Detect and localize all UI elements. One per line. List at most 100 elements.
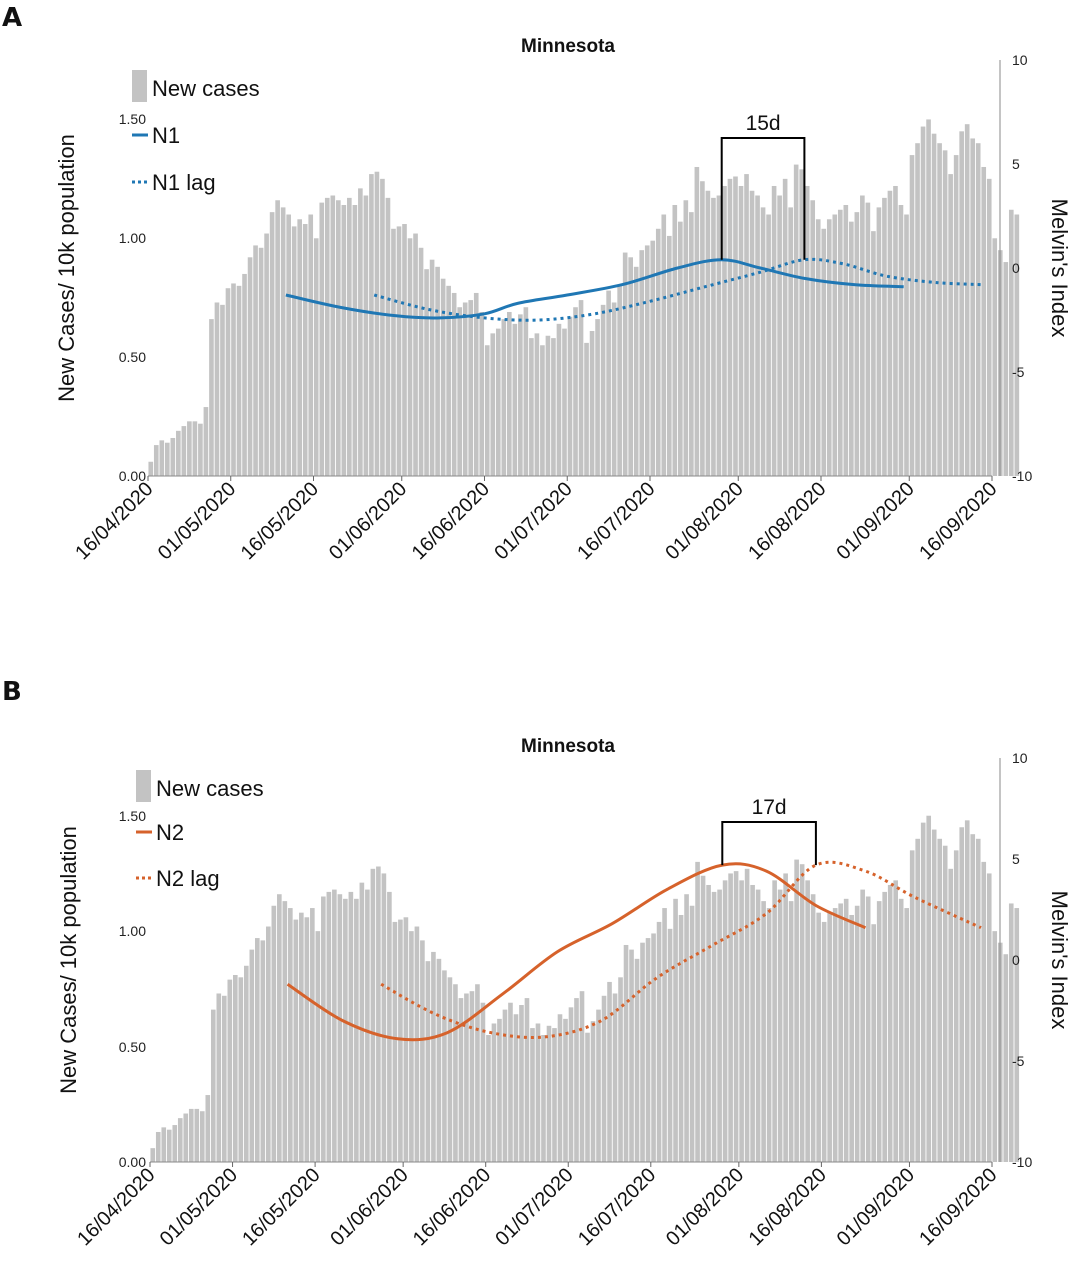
bar-new-cases xyxy=(673,898,678,1162)
x-tick-label: 01/05/2020 xyxy=(156,1164,242,1250)
x-tick-label: 16/07/2020 xyxy=(574,1164,660,1250)
bar-new-cases xyxy=(567,316,573,476)
bar-new-cases xyxy=(596,1009,601,1162)
bar-new-cases xyxy=(926,815,932,1162)
bar-new-cases xyxy=(755,889,761,1162)
bar-new-cases xyxy=(716,195,722,476)
bar-new-cases xyxy=(986,178,992,477)
bar-new-cases xyxy=(205,1095,211,1162)
bar-new-cases xyxy=(717,889,722,1162)
legend-bar-swatch xyxy=(136,770,151,802)
y-axis-title: New Cases/ 10k population xyxy=(54,134,79,402)
bar-new-cases xyxy=(953,155,959,476)
bar-new-cases xyxy=(865,202,871,476)
bar-new-cases xyxy=(198,423,203,476)
bar-new-cases xyxy=(479,311,485,476)
bar-new-cases xyxy=(651,933,656,1162)
bar-new-cases xyxy=(684,894,689,1162)
bar-new-cases xyxy=(788,901,794,1162)
y-axis-title: New Cases/ 10k population xyxy=(56,826,81,1094)
bar-new-cases xyxy=(623,944,629,1162)
bar-new-cases xyxy=(220,304,225,476)
y2-tick-label: 0 xyxy=(1012,952,1020,968)
bar-new-cases xyxy=(904,214,909,476)
y2-tick-label: 10 xyxy=(1012,750,1028,766)
bar-new-cases xyxy=(761,901,766,1162)
bar-new-cases xyxy=(232,975,238,1162)
legend: New cases N2 N2 lag xyxy=(136,770,264,891)
bar-new-cases xyxy=(832,908,838,1162)
bar-new-cases xyxy=(601,995,607,1162)
bar-new-cases xyxy=(650,240,656,476)
bar-new-cases xyxy=(176,430,181,476)
y2-tick-label: -5 xyxy=(1012,364,1025,380)
bar-new-cases xyxy=(722,880,728,1162)
bar-new-cases xyxy=(678,914,684,1162)
bar-new-cases xyxy=(253,245,258,476)
bar-new-cases xyxy=(931,829,937,1162)
bar-new-cases xyxy=(462,302,468,476)
bar-new-cases xyxy=(611,302,617,476)
bar-new-cases xyxy=(838,903,843,1162)
y-tick-label: 1.00 xyxy=(119,923,146,939)
bar-new-cases xyxy=(843,205,849,476)
x-tick-label: 01/07/2020 xyxy=(490,478,576,564)
bar-series-new-cases xyxy=(148,119,1020,477)
x-tick-label: 16/05/2020 xyxy=(238,1164,324,1250)
line-n1 xyxy=(285,258,904,320)
bar-new-cases xyxy=(446,285,451,476)
x-tick-label: 01/09/2020 xyxy=(833,1164,919,1250)
x-tick-label: 16/04/2020 xyxy=(71,478,157,564)
bar-new-cases xyxy=(827,912,832,1162)
bar-new-cases xyxy=(1003,954,1009,1162)
bar-new-cases xyxy=(937,143,942,476)
bar-new-cases xyxy=(882,197,887,476)
bar-new-cases xyxy=(777,195,782,476)
bar-new-cases xyxy=(887,190,893,477)
bar-new-cases xyxy=(282,901,288,1162)
bar-new-cases xyxy=(771,185,777,477)
bar-new-cases xyxy=(749,190,755,477)
y-tick-label: 1.50 xyxy=(119,808,146,824)
bar-new-cases xyxy=(370,868,376,1162)
bar-new-cases xyxy=(1014,214,1020,476)
bar-series-new-cases xyxy=(150,815,1020,1162)
bar-new-cases xyxy=(981,861,987,1162)
bar-new-cases xyxy=(238,977,244,1162)
bracket-label: 15d xyxy=(746,112,781,135)
bar-new-cases xyxy=(425,961,431,1162)
bar-new-cases xyxy=(457,307,462,476)
bar-new-cases xyxy=(849,221,854,476)
chart-title: Minnesota xyxy=(521,36,615,57)
bar-new-cases xyxy=(502,1009,508,1162)
bar-new-cases xyxy=(495,328,501,476)
bar-new-cases xyxy=(722,185,727,477)
bracket-line xyxy=(721,821,817,866)
bar-new-cases xyxy=(181,426,187,476)
bar-new-cases xyxy=(324,197,330,476)
bar-new-cases xyxy=(518,314,523,476)
bar-new-cases xyxy=(860,889,865,1162)
bar-new-cases xyxy=(343,898,348,1162)
bar-new-cases xyxy=(458,998,464,1162)
bar-new-cases xyxy=(507,311,512,476)
bracket-label: 17d xyxy=(752,796,787,819)
bar-new-cases xyxy=(468,300,474,476)
bar-new-cases xyxy=(816,912,821,1162)
bar-new-cases xyxy=(711,197,716,476)
bar-new-cases xyxy=(210,1009,216,1162)
bar-new-cases xyxy=(396,226,402,476)
bar-new-cases xyxy=(519,1005,524,1162)
bar-new-cases xyxy=(585,1032,590,1162)
bar-new-cases xyxy=(442,970,447,1162)
x-tick-label: 16/04/2020 xyxy=(73,1164,159,1250)
bar-new-cases xyxy=(727,178,733,477)
y2-tick-label: -5 xyxy=(1012,1053,1025,1069)
bar-new-cases xyxy=(672,205,678,476)
bar-new-cases xyxy=(667,928,673,1162)
bar-new-cases xyxy=(260,940,266,1162)
bar-new-cases xyxy=(172,1125,178,1162)
